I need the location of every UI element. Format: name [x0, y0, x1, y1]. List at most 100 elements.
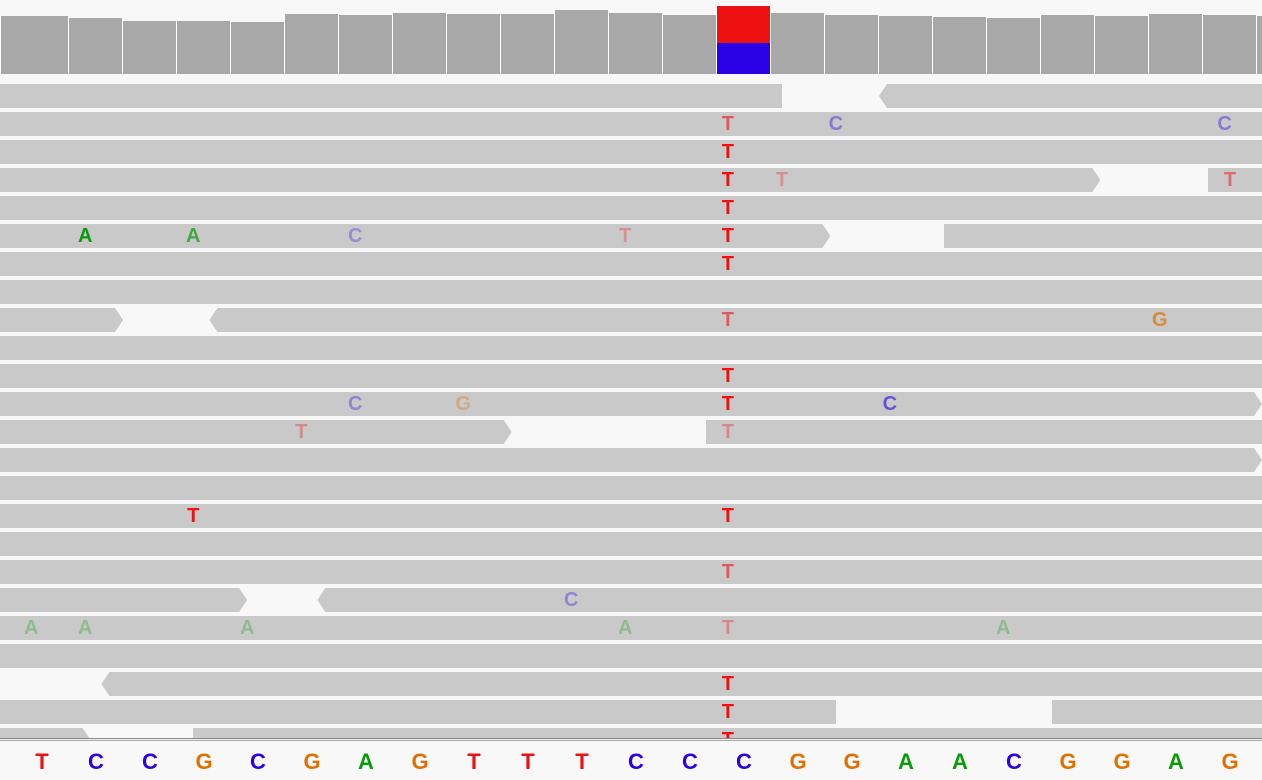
reference-base: G — [1221, 749, 1239, 774]
read-alignment[interactable] — [0, 140, 1262, 164]
reference-base: C — [88, 749, 104, 774]
coverage-variant-bar[interactable] — [716, 6, 770, 74]
coverage-bar[interactable] — [446, 14, 500, 74]
read-alignment[interactable] — [0, 644, 1262, 668]
mismatch-base: T — [1223, 169, 1237, 191]
read-alignment[interactable] — [0, 392, 1262, 416]
coverage-bar[interactable] — [0, 16, 68, 74]
coverage-bar[interactable] — [554, 10, 608, 74]
mismatch-base: C — [828, 113, 844, 135]
mismatch-base: C — [563, 589, 579, 611]
coverage-bar[interactable] — [1040, 15, 1094, 74]
coverage-bar[interactable] — [338, 15, 392, 74]
coverage-bar[interactable] — [1148, 14, 1202, 74]
read-alignment[interactable] — [0, 168, 1100, 192]
mismatch-base: C — [347, 225, 363, 247]
read-alignment[interactable] — [0, 196, 1262, 220]
read-alignment[interactable] — [0, 560, 1262, 584]
mismatch-base: G — [455, 393, 471, 415]
read-alignment[interactable] — [0, 224, 830, 248]
mismatch-base: C — [1217, 113, 1232, 135]
mismatch-base: G — [1152, 309, 1168, 331]
mismatch-base: A — [77, 617, 93, 639]
coverage-bar[interactable] — [824, 15, 878, 74]
coverage-bar[interactable] — [1256, 16, 1262, 74]
reference-base: T — [521, 749, 535, 774]
mismatch-base: T — [187, 505, 200, 527]
coverage-bar[interactable] — [392, 13, 446, 74]
mismatch-base: T — [721, 701, 734, 723]
read-alignment[interactable] — [0, 616, 1262, 640]
mismatch-base: C — [347, 393, 363, 415]
coverage-bar[interactable] — [176, 21, 230, 74]
mismatch-base: T — [721, 225, 734, 247]
mismatch-base: T — [721, 309, 734, 331]
reference-base: G — [843, 749, 861, 774]
read-alignment[interactable] — [0, 448, 1262, 472]
reference-base: C — [682, 749, 698, 774]
read-alignment[interactable] — [209, 308, 1262, 332]
mismatch-base: T — [721, 421, 734, 443]
coverage-bar[interactable] — [122, 21, 176, 74]
mismatch-base: T — [721, 393, 734, 415]
read-alignment[interactable] — [193, 728, 1262, 738]
read-alignment[interactable] — [0, 728, 91, 738]
coverage-bar[interactable] — [608, 13, 662, 74]
mismatch-base: A — [185, 225, 201, 247]
read-alignment[interactable] — [1051, 700, 1262, 724]
read-alignment[interactable] — [0, 504, 1262, 528]
read-alignment[interactable] — [706, 420, 1262, 444]
read-alignment[interactable] — [0, 112, 1262, 136]
read-alignment[interactable] — [0, 84, 782, 108]
coverage-bar[interactable] — [1094, 16, 1148, 74]
reference-base: G — [789, 749, 807, 774]
reference-base: T — [35, 749, 49, 774]
mismatch-base: T — [721, 561, 734, 583]
read-alignment[interactable] — [0, 420, 512, 444]
coverage-bar[interactable] — [770, 13, 824, 74]
reference-base: C — [1006, 749, 1022, 774]
read-alignment[interactable] — [943, 224, 1262, 248]
coverage-bar[interactable] — [68, 18, 122, 74]
read-alignment[interactable] — [0, 476, 1262, 500]
coverage-bar[interactable] — [1202, 15, 1256, 74]
reference-base: G — [1113, 749, 1131, 774]
read-alignment[interactable] — [0, 252, 1262, 276]
mismatch-base: A — [77, 225, 93, 247]
mismatch-base: T — [721, 617, 734, 639]
mismatch-base: T — [619, 225, 632, 247]
coverage-track — [0, 0, 1262, 78]
coverage-bar[interactable] — [230, 22, 284, 74]
mismatch-base: T — [718, 728, 738, 738]
read-alignment[interactable] — [0, 364, 1262, 388]
reference-base: T — [575, 749, 589, 774]
mismatch-base: A — [617, 617, 633, 639]
read-alignment[interactable] — [0, 280, 1262, 304]
mismatch-base: T — [721, 505, 734, 527]
coverage-bar[interactable] — [878, 16, 932, 74]
read-alignment[interactable] — [879, 84, 1262, 108]
read-alignment[interactable] — [0, 532, 1262, 556]
mismatch-base: T — [721, 253, 734, 275]
read-alignment[interactable] — [1208, 168, 1262, 192]
coverage-bar[interactable] — [284, 14, 338, 74]
coverage-bar[interactable] — [662, 15, 716, 74]
read-alignment[interactable] — [0, 588, 247, 612]
read-alignment[interactable] — [0, 336, 1262, 360]
coverage-bar[interactable] — [932, 17, 986, 74]
read-alignment[interactable] — [0, 700, 836, 724]
mismatch-base: T — [721, 197, 734, 219]
coverage-bar[interactable] — [986, 18, 1040, 74]
mismatch-base: C — [882, 393, 898, 415]
mismatch-base: T — [721, 673, 734, 695]
mismatch-base: T — [775, 169, 788, 191]
read-alignment[interactable] — [0, 308, 123, 332]
read-alignment[interactable] — [101, 672, 1262, 696]
reference-base: C — [628, 749, 644, 774]
reference-base: G — [195, 749, 213, 774]
read-alignment[interactable] — [317, 588, 1262, 612]
coverage-bar[interactable] — [500, 14, 554, 74]
mismatch-base: T — [721, 365, 734, 387]
